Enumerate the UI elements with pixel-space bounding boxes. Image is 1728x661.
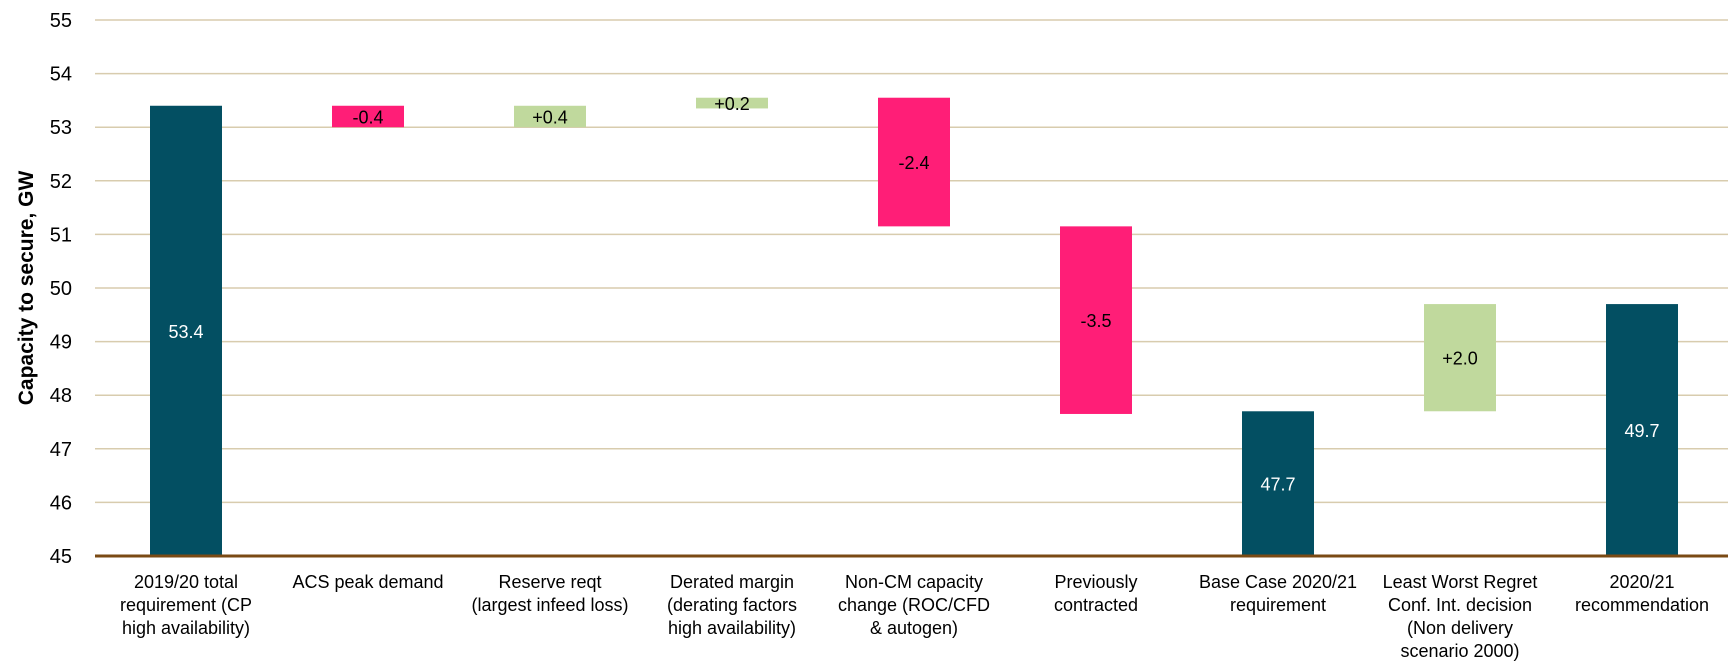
data-label: -2.4 — [898, 153, 929, 173]
bar-total — [150, 105, 222, 556]
category-label: Previously — [1054, 572, 1137, 592]
bar-decrease — [878, 97, 950, 227]
y-tick-label: 45 — [50, 546, 72, 568]
data-label: -0.4 — [352, 107, 383, 127]
y-tick-label: 49 — [50, 332, 72, 354]
data-label: -3.5 — [1080, 311, 1111, 331]
bar-decrease — [332, 105, 404, 128]
y-tick-label: 51 — [50, 224, 72, 246]
category-label: requirement — [1230, 595, 1326, 615]
data-label: 49.7 — [1624, 421, 1659, 441]
y-tick-label: 53 — [50, 117, 72, 139]
bar-decrease — [1060, 226, 1132, 414]
category-label: Least Worst Regret — [1383, 572, 1538, 592]
y-tick-label: 54 — [50, 64, 72, 86]
category-label: (Non delivery — [1407, 618, 1513, 638]
y-axis-label: Capacity to secure, GW — [15, 171, 38, 406]
data-label: 53.4 — [168, 322, 203, 342]
bar-increase — [514, 105, 586, 128]
bar-increase — [1424, 304, 1496, 412]
x-axis-categories: 2019/20 total requirement (CP high availab… — [120, 572, 1709, 661]
data-label: +0.2 — [714, 94, 750, 114]
category-label: contracted — [1054, 595, 1138, 615]
category-label: recommendation — [1575, 595, 1709, 615]
category-label: Non-CM capacity — [845, 572, 983, 592]
category-label: Derated margin — [670, 572, 794, 592]
category-label: (derating factors — [667, 595, 797, 615]
bar-increase — [696, 97, 768, 109]
category-label: ACS peak demand — [292, 572, 443, 592]
category-label: 2019/20 total — [134, 572, 238, 592]
category-label: 2020/21 — [1609, 572, 1674, 592]
y-tick-label: 50 — [50, 278, 72, 300]
data-label: 47.7 — [1260, 475, 1295, 495]
category-label: Reserve reqt — [498, 572, 601, 592]
bar-total — [1242, 411, 1314, 556]
category-label: high availability) — [122, 618, 250, 638]
data-label: +2.0 — [1442, 349, 1478, 369]
gridlines — [95, 19, 1728, 504]
category-label: high availability) — [668, 618, 796, 638]
bars: 53.4 -0.4 +0.4 +0.2 -2.4 -3.5 47.7 +2.0 49.7 — [150, 94, 1678, 556]
category-label: (largest infeed loss) — [471, 595, 628, 615]
category-label: Base Case 2020/21 — [1199, 572, 1357, 592]
y-axis-ticks: 45 46 47 48 49 50 51 52 53 54 55 — [50, 10, 72, 568]
y-tick-label: 46 — [50, 492, 72, 514]
category-label: Conf. Int. decision — [1388, 595, 1532, 615]
y-tick-label: 47 — [50, 439, 72, 461]
y-tick-label: 48 — [50, 385, 72, 407]
data-label: +0.4 — [532, 107, 568, 127]
category-label: & autogen) — [870, 618, 958, 638]
category-label: requirement (CP — [120, 595, 252, 615]
y-tick-label: 52 — [50, 171, 72, 193]
bar-total — [1606, 304, 1678, 556]
category-label: change (ROC/CFD — [838, 595, 990, 615]
category-label: scenario 2000) — [1400, 641, 1519, 661]
y-tick-label: 55 — [50, 10, 72, 32]
